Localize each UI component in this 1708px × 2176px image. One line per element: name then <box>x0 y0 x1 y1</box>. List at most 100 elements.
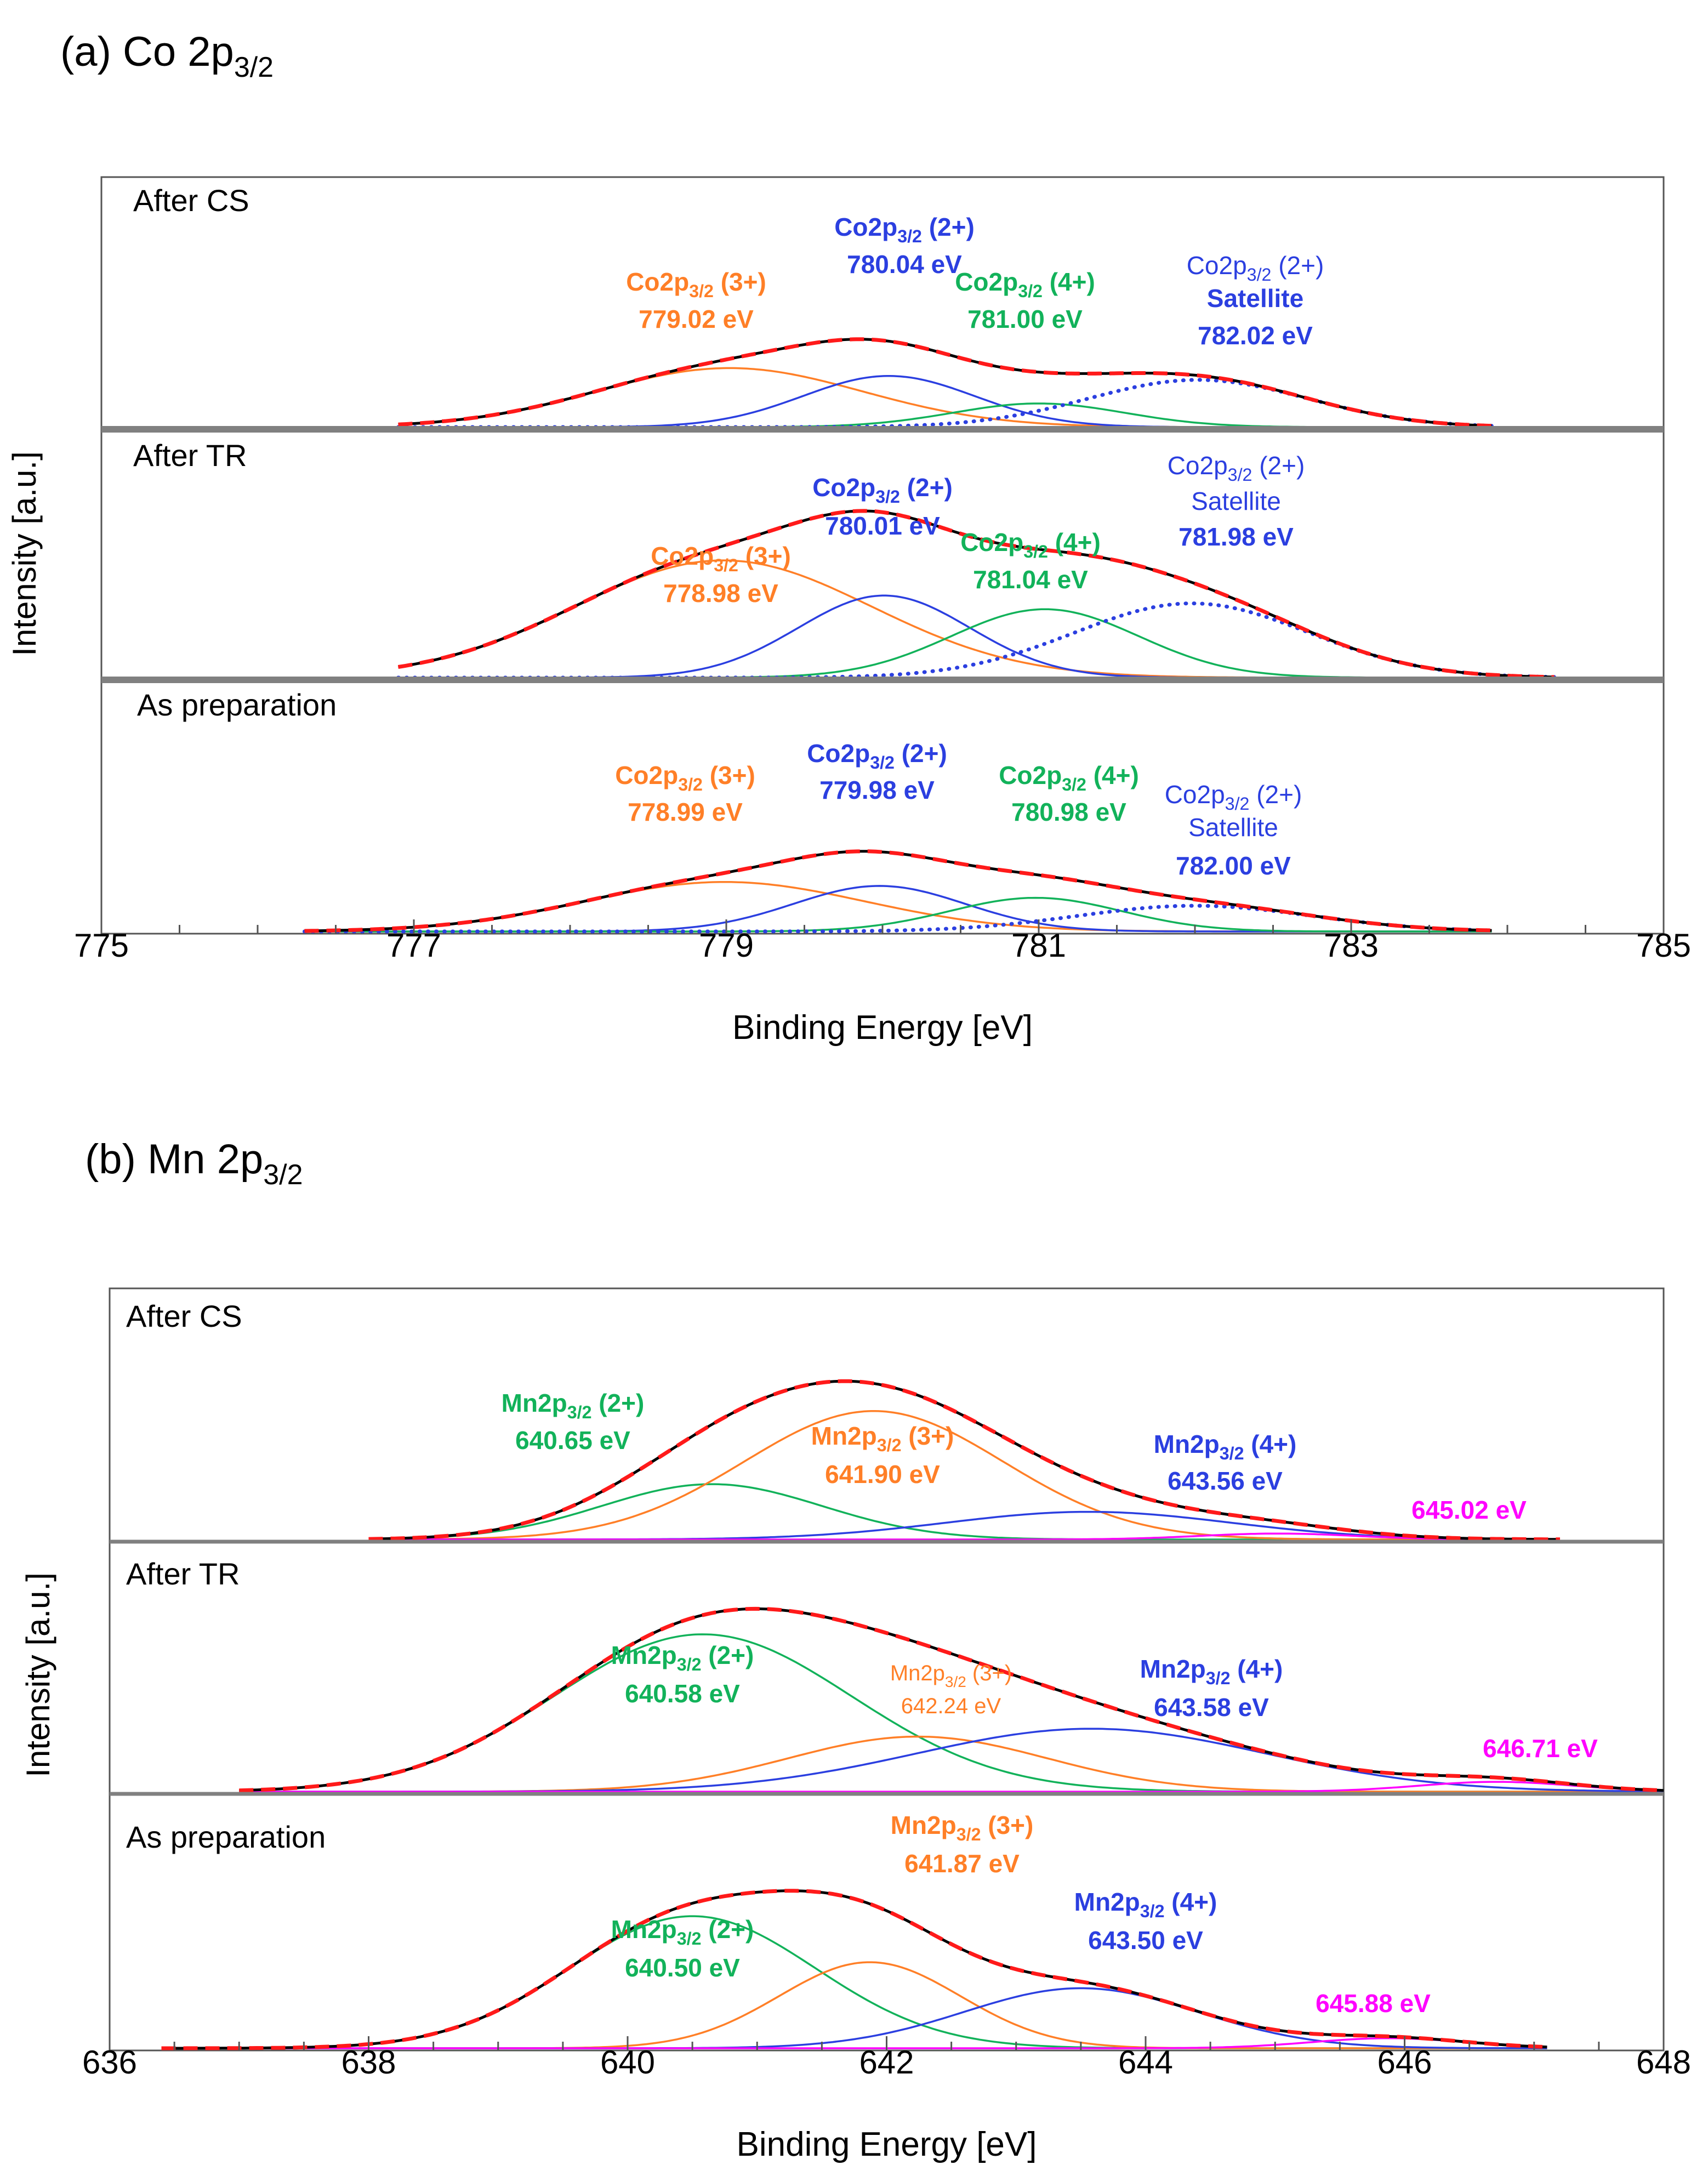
x-axis-label: Binding Energy [eV] <box>732 1009 1033 1047</box>
peak-energy-label: 780.04 eV <box>847 250 962 279</box>
chart-mn-2p: (b) Mn 2p3/2 After CS Mn2p3/2 (2+) 640.65 e… <box>20 1136 1691 2163</box>
peak-species-label: Co2p3/2 (3+) <box>651 542 791 575</box>
panel-name: After TR <box>126 1556 240 1591</box>
fitted-envelope <box>398 337 1492 428</box>
peak-label-c4: Mn2p3/2 (4+) 643.56 eV <box>1154 1430 1297 1495</box>
x-tick-label: 783 <box>1324 927 1379 964</box>
peak-energy-label: 643.56 eV <box>1168 1467 1283 1495</box>
peak-species-label: Mn2p3/2 (4+) <box>1074 1888 1217 1921</box>
peak-species-label: Co2p3/2 (4+) <box>960 528 1101 561</box>
peak-energy-label: 640.65 eV <box>515 1426 630 1455</box>
plot-frame <box>109 1287 1665 2052</box>
panel-after-tr: After TR Co2p3/2 (3+) 778.98 eV Co2p3/2 (2+… <box>133 438 1556 680</box>
peak-label-c2: Co2p3/2 (2+) 780.01 eV <box>812 473 953 540</box>
peak-energy-label: 780.98 eV <box>1011 798 1126 826</box>
peak-species-label: Co2p3/2 (2+) <box>1187 251 1324 285</box>
peak-label-sat: Co2p3/2 (2+)Satellite 781.98 eV <box>1168 451 1305 551</box>
peak-species-label: Co2p3/2 (3+) <box>626 268 766 301</box>
peak-energy-label: 781.98 eV <box>1178 522 1294 551</box>
peak-label-c6: 646.71 eV <box>1483 1734 1598 1763</box>
component-peak-c2 <box>368 1483 1560 1541</box>
panel-name: After TR <box>133 438 247 473</box>
peak-energy-label: 640.50 eV <box>625 1953 740 1982</box>
x-tick-label: 785 <box>1636 927 1691 964</box>
panel-after-cs: After CS Mn2p3/2 (2+) 640.65 eV Mn2p3/2 (3+… <box>126 1299 1560 1542</box>
peak-label-c4: Mn2p3/2 (4+) 643.58 eV <box>1140 1655 1283 1722</box>
peak-label-c2: Mn2p3/2 (2+) 640.58 eV <box>611 1641 754 1708</box>
peak-species-label: Mn2p3/2 (2+) <box>611 1641 754 1674</box>
peak-energy-label: 641.90 eV <box>825 1460 940 1488</box>
peak-energy-label: 778.98 eV <box>663 579 778 607</box>
x-tick-label: 636 <box>82 2044 137 2081</box>
fitted-envelope <box>397 509 1555 679</box>
x-tick-label: 777 <box>386 927 441 964</box>
x-tick-label: 638 <box>341 2044 396 2081</box>
peak-energy-label: 780.01 eV <box>825 512 940 540</box>
peak-species-label: Co2p3/2 (2+) <box>1165 780 1302 814</box>
satellite-label: Satellite <box>1188 813 1278 842</box>
chart-co-2p: (a) Co 2p3/2 After CS Co2p3/2 (3+) 779.02 e… <box>6 29 1691 1047</box>
peak-label-c4: Co2p3/2 (4+) 780.98 eV <box>999 761 1139 826</box>
panel-as-preparation: As preparation Mn2p3/2 (2+) 640.50 eV Mn2p3… <box>126 1811 1547 2050</box>
peak-energy-label: 781.04 eV <box>973 565 1088 594</box>
peak-label-c3: Co2p3/2 (3+) 778.99 eV <box>615 761 755 826</box>
panel-name: After CS <box>126 1299 242 1333</box>
peak-species-label: Co2p3/2 (2+) <box>812 473 953 507</box>
peak-energy-label: 645.88 eV <box>1316 1989 1431 2018</box>
peak-label-c6: 645.02 eV <box>1411 1496 1527 1524</box>
peak-species-label: Co2p3/2 (2+) <box>834 213 975 246</box>
x-tick-label: 781 <box>1011 927 1066 964</box>
chart-title: (a) Co 2p3/2 <box>60 29 274 83</box>
peak-energy-label: 640.58 eV <box>625 1679 740 1708</box>
peak-energy-label: 778.99 eV <box>628 798 743 826</box>
peak-species-label: Mn2p3/2 (4+) <box>1154 1430 1297 1463</box>
peak-label-c3: Mn2p3/2 (3+) 642.24 eV <box>890 1661 1012 1718</box>
peak-species-label: Mn2p3/2 (3+) <box>811 1422 954 1455</box>
component-peak-c4 <box>398 402 1492 428</box>
panel-name: As preparation <box>126 1820 326 1854</box>
peak-label-c4: Mn2p3/2 (4+) 643.50 eV <box>1074 1888 1217 1955</box>
peak-energy-label: 782.02 eV <box>1198 321 1313 350</box>
panel-name: After CS <box>133 183 249 218</box>
peak-energy-label: 645.02 eV <box>1411 1496 1527 1524</box>
peak-label-c3: Co2p3/2 (3+) 778.98 eV <box>651 542 791 607</box>
x-tick-label: 640 <box>600 2044 655 2081</box>
component-peak-c6 <box>161 2037 1547 2049</box>
component-peak-c3 <box>304 880 1492 933</box>
component-peak-c3 <box>398 367 1492 428</box>
x-axis-label: Binding Energy [eV] <box>736 2126 1037 2163</box>
chart-title: (b) Mn 2p3/2 <box>85 1136 303 1191</box>
fitted-envelope <box>368 1379 1560 1542</box>
peak-energy-label: 781.00 eV <box>967 305 1083 333</box>
peak-label-sat: Co2p3/2 (2+)Satellite 782.02 eV <box>1187 251 1324 350</box>
peak-species-label: Mn2p3/2 (2+) <box>611 1915 754 1948</box>
peak-energy-label: 782.00 eV <box>1176 851 1291 880</box>
fitted-envelope <box>304 849 1492 933</box>
plot-frame <box>100 176 1665 935</box>
peak-energy-label: 646.71 eV <box>1483 1734 1598 1763</box>
peak-species-label: Co2p3/2 (2+) <box>1168 451 1305 485</box>
satellite-label: Satellite <box>1207 284 1303 313</box>
peak-species-label: Co2p3/2 (2+) <box>807 739 947 772</box>
x-tick-label: 646 <box>1377 2044 1432 2081</box>
measured-envelope <box>161 1889 1547 2050</box>
component-peak-c2 <box>161 1915 1547 2049</box>
x-tick-label: 644 <box>1118 2044 1173 2081</box>
peak-species-label: Mn2p3/2 (3+) <box>891 1811 1034 1844</box>
component-peak-c3 <box>368 1410 1560 1541</box>
satellite-label: Satellite <box>1191 487 1281 515</box>
y-axis-label: Intensity [a.u.] <box>20 1572 56 1777</box>
peak-label-c2: Co2p3/2 (2+) 779.98 eV <box>807 739 947 804</box>
x-tick-label: 779 <box>699 927 754 964</box>
component-peak-sat <box>396 601 1556 680</box>
panel-after-tr: After TR Mn2p3/2 (2+) 640.58 eV Mn2p3/2 (3+… <box>126 1556 1664 1793</box>
peak-energy-label: 779.02 eV <box>639 305 754 333</box>
peak-label-c2: Co2p3/2 (2+) 780.04 eV <box>834 213 975 279</box>
peak-label-c3: Mn2p3/2 (3+) 641.90 eV <box>811 1422 954 1488</box>
peak-species-label: Mn2p3/2 (2+) <box>502 1389 645 1422</box>
component-peak-sat <box>303 904 1494 934</box>
fitted-envelope <box>239 1606 1664 1793</box>
peak-label-sat: Co2p3/2 (2+)Satellite 782.00 eV <box>1165 780 1302 880</box>
peak-species-label: Co2p3/2 (4+) <box>999 761 1139 794</box>
